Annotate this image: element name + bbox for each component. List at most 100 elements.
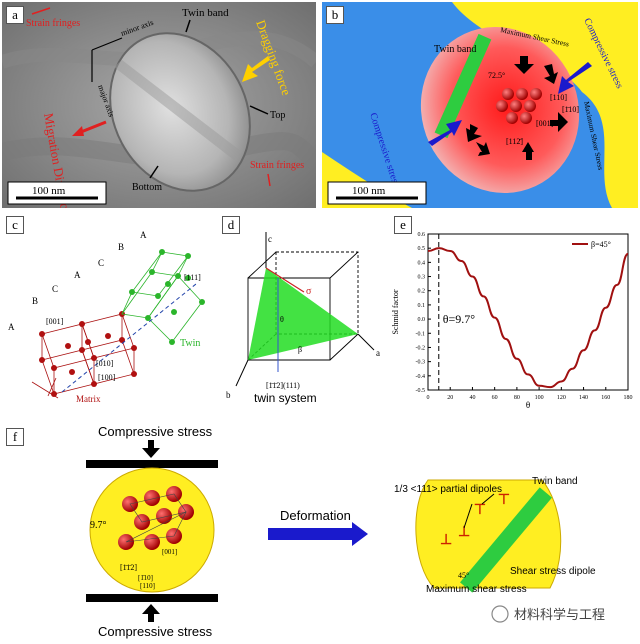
panel-b-image: Twin band Maximum Shear Stress Maximum S… — [322, 2, 638, 208]
partial-dipoles-label: 1/3 <111> partial dipoles — [394, 484, 502, 495]
partial-dipole-symbols: ⊥ ⊥ ⊥ ⊥ — [440, 490, 510, 548]
plane-label: [1̄1̄2](111) — [266, 381, 300, 390]
shear-dipole-label: Shear stress dipole — [510, 566, 596, 577]
axis-a-label: a — [376, 348, 380, 358]
axis-b-label: b — [226, 390, 231, 400]
panel-d: c a b σ θ β [1̄1̄2](111) twin system d — [218, 212, 388, 408]
y-tick-label: 0.3 — [418, 275, 426, 281]
twin-band-label: Twin band — [182, 7, 229, 19]
dir-100-c: [100] — [98, 373, 116, 382]
stack-letter-7: A — [140, 230, 147, 240]
compressive-top-label: Compressive stress — [98, 424, 213, 439]
legend-entry: β=45° — [591, 240, 611, 249]
panel-d-image: c a b σ θ β [1̄1̄2](111) twin system — [226, 232, 380, 405]
angle-97-label: 9.7° — [90, 520, 107, 531]
axis-c-label: c — [268, 234, 272, 244]
y-tick-label: -0.4 — [416, 374, 426, 380]
twin-band-b-label: Twin band — [434, 44, 476, 55]
schmid-factor-chart: 0 20 40 60 80 100 120 140 160 180 -0.5 -0.4 -0.3 -0.2… — [390, 212, 638, 410]
panel-a: minor axis major axis Twin band Strain f… — [0, 2, 322, 218]
x-tick-label: 140 — [579, 395, 588, 401]
twin-system-caption: twin system — [254, 391, 317, 405]
sigma-line — [265, 267, 305, 293]
x-axis-label: θ — [526, 400, 530, 408]
y-tick-label: -0.1 — [416, 331, 426, 337]
dir-1bar10-b: [1̄10] — [562, 105, 579, 114]
theta-label: θ — [280, 315, 284, 324]
series-line-beta45 — [427, 247, 629, 389]
y-tick-label: 0.2 — [418, 289, 426, 295]
dir-001-c: [001] — [46, 317, 64, 326]
y-tick-label: 0.4 — [418, 260, 426, 266]
x-tick-label: 120 — [557, 395, 566, 401]
dir-110-b: [110] — [550, 93, 567, 102]
dir-1bar10-f: [110] — [140, 582, 155, 590]
migration-arrow — [72, 126, 84, 136]
chart-legend: β=45° — [572, 240, 611, 249]
twin-band-region — [114, 60, 242, 160]
angle-label-b: 72.5° — [488, 71, 505, 80]
panel-label-e: e — [394, 216, 412, 234]
yellow-grain-left — [89, 467, 215, 593]
stack-letter-5: C — [98, 258, 104, 268]
stack-letter-4: A — [74, 270, 81, 280]
panel-a-image: minor axis major axis Twin band Strain f… — [0, 2, 322, 218]
theta-annotation: θ=9.7° — [443, 312, 476, 326]
blue-arrow-right — [558, 62, 592, 94]
y-tick-label: -0.5 — [416, 388, 426, 394]
watermark-text: 材料科学与工程 — [514, 607, 605, 622]
angle-45-label: 45° — [458, 571, 469, 580]
twin-plane-triangle — [248, 268, 358, 360]
panel-f-image: Compressive stress 9.7° [1̄1̄2] [001] [1… — [86, 424, 605, 639]
dir-001-f: [001] — [162, 548, 177, 556]
panel-c: A B C A C B A [111] [001] [010] [100] Tw… — [2, 212, 216, 408]
y-tick-label: 0.1 — [418, 303, 426, 309]
y-tick-label: -0.3 — [416, 360, 426, 366]
stack-letter-1: A — [8, 322, 15, 332]
blue-arrow-left — [428, 120, 462, 146]
dir-11bar2-f: [1̄1̄2] — [120, 563, 137, 572]
dir-110-f: [1̄10] — [138, 574, 153, 582]
panel-f: Compressive stress 9.7° [1̄1̄2] [001] [1… — [2, 424, 638, 639]
watermark-icon — [491, 605, 509, 623]
x-tick-label: 80 — [514, 395, 520, 401]
beta-label: β — [298, 345, 302, 354]
twin-band-f-label: Twin band — [532, 476, 578, 487]
x-tick-label: 40 — [469, 395, 475, 401]
twin-label-c: Twin — [180, 338, 200, 349]
atom-cluster-b — [496, 88, 542, 124]
compressive-top-arrow — [142, 440, 160, 458]
twin-band-f — [460, 487, 552, 593]
top-plate — [86, 460, 218, 468]
compressive-bottom-label: Compressive stress — [98, 624, 213, 639]
dir-010-c: [010] — [96, 359, 114, 368]
deformation-label: Deformation — [280, 508, 351, 523]
dir-111-c: [111] — [184, 273, 201, 282]
top-label: Top — [270, 110, 285, 121]
strain-fringes-top-label: Strain fringes — [26, 18, 80, 29]
bottom-plate — [86, 594, 218, 602]
axis-b-line — [235, 359, 249, 387]
black-stress-arrows — [466, 56, 568, 160]
panel-label-f: f — [6, 428, 24, 446]
max-shear-label-f: Maximum shear stress — [426, 584, 527, 595]
x-tick-label: 60 — [492, 395, 498, 401]
stack-letter-2: B — [32, 296, 38, 306]
panel-c-image: A B C A C B A [111] [001] [010] [100] Tw… — [8, 230, 205, 404]
panel-e: 0 20 40 60 80 100 120 140 160 180 -0.5 -0.4 -0.3 -0.2… — [390, 212, 638, 410]
x-tick-label: 160 — [601, 395, 610, 401]
matrix-label-c: Matrix — [76, 394, 101, 404]
axis-a-line — [357, 333, 375, 351]
compressive-bottom-arrow — [142, 604, 160, 622]
svg-text:⊥: ⊥ — [440, 533, 452, 548]
plot-area-frame — [427, 233, 629, 391]
panel-label-c: c — [6, 216, 24, 234]
x-tick-label: 180 — [624, 395, 633, 401]
panel-b: Twin band Maximum Shear Stress Maximum S… — [322, 2, 638, 208]
stack-letter-6: B — [118, 242, 124, 252]
panel-label-b: b — [326, 6, 344, 24]
y-tick-label: 0.0 — [418, 317, 426, 323]
scale-bar-text: 100 nm — [32, 185, 66, 197]
twin-band-b — [434, 33, 492, 139]
svg-text:⊥: ⊥ — [458, 525, 470, 540]
